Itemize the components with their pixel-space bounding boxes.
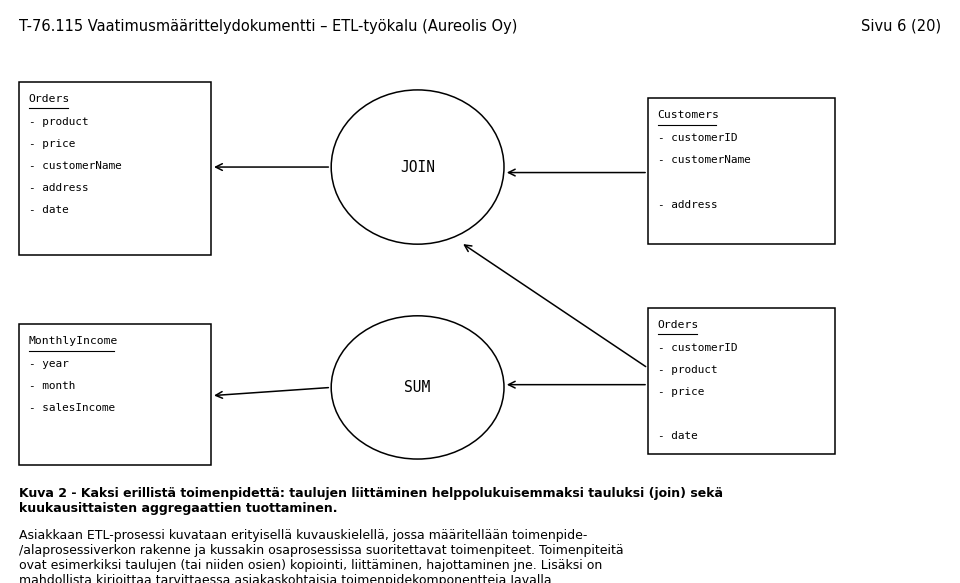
Text: JOIN: JOIN xyxy=(400,160,435,174)
Text: Orders: Orders xyxy=(658,319,699,329)
Text: - address: - address xyxy=(29,183,88,193)
Text: Asiakkaan ETL-prosessi kuvataan erityisellä kuvauskielellä, jossa määritellään t: Asiakkaan ETL-prosessi kuvataan erityise… xyxy=(19,529,624,583)
Ellipse shape xyxy=(331,90,504,244)
Bar xyxy=(19,82,211,255)
Text: - price: - price xyxy=(658,387,704,397)
Text: T-76.115 Vaatimusmäärittelydokumentti – ETL-työkalu (Aureolis Oy): T-76.115 Vaatimusmäärittelydokumentti – … xyxy=(19,19,517,34)
Text: - address: - address xyxy=(658,199,717,209)
Text: - customerName: - customerName xyxy=(29,161,122,171)
Text: - date: - date xyxy=(29,205,68,215)
Text: MonthlyIncome: MonthlyIncome xyxy=(29,336,118,346)
Text: - month: - month xyxy=(29,381,75,391)
Text: - customerID: - customerID xyxy=(658,343,737,353)
Bar xyxy=(648,308,835,454)
Text: Kuva 2 - Kaksi erillistä toimenpidettä: taulujen liittäminen helppolukuisemmaksi: Kuva 2 - Kaksi erillistä toimenpidettä: … xyxy=(19,487,723,515)
Text: - price: - price xyxy=(29,139,75,149)
Bar xyxy=(19,324,211,465)
Text: - customerName: - customerName xyxy=(658,156,751,166)
Text: - product: - product xyxy=(29,117,88,127)
Text: - year: - year xyxy=(29,359,68,369)
Ellipse shape xyxy=(331,316,504,459)
Text: - date: - date xyxy=(658,431,697,441)
Text: SUM: SUM xyxy=(404,380,431,395)
Text: - product: - product xyxy=(658,365,717,375)
Text: - salesIncome: - salesIncome xyxy=(29,403,115,413)
Text: Sivu 6 (20): Sivu 6 (20) xyxy=(861,19,941,34)
Text: Orders: Orders xyxy=(29,94,70,104)
Text: Customers: Customers xyxy=(658,110,719,120)
Bar xyxy=(648,98,835,244)
Text: - customerID: - customerID xyxy=(658,134,737,143)
